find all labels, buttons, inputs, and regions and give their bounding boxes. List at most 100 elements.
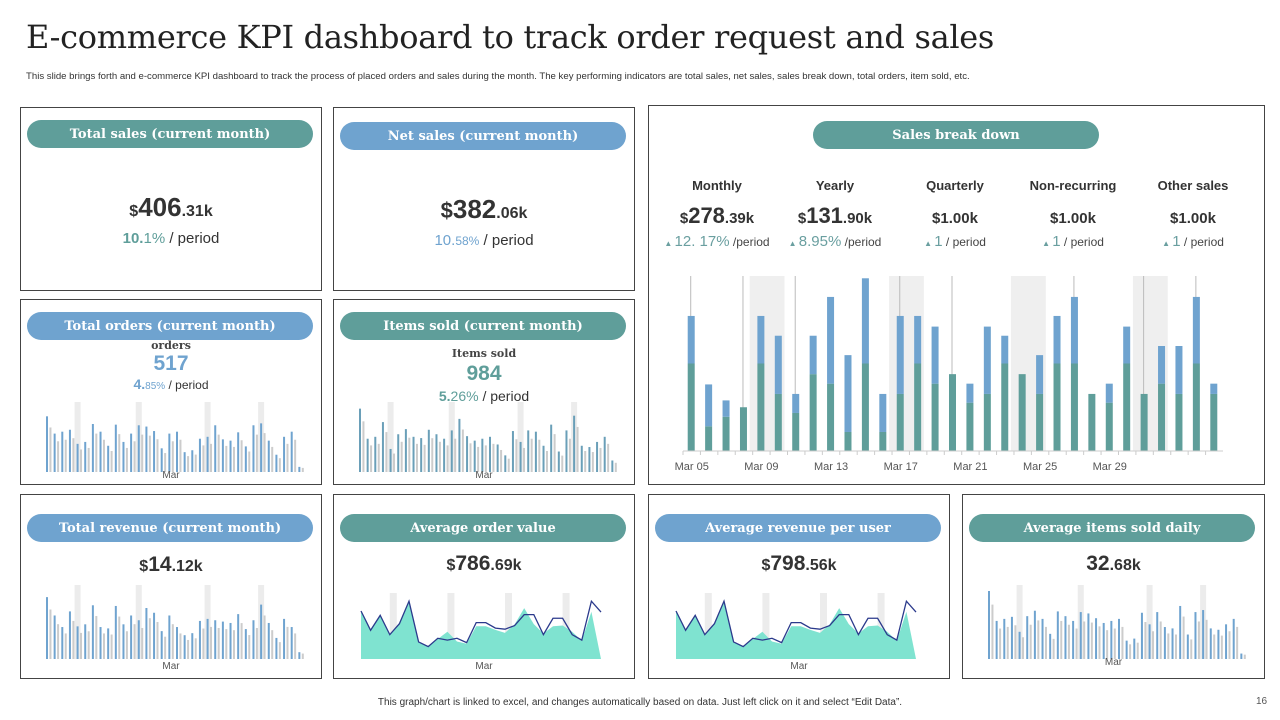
spark-bar bbox=[374, 436, 377, 472]
spark-bar bbox=[1010, 616, 1013, 659]
spark-bar-ghost bbox=[454, 438, 457, 472]
spark-bar bbox=[298, 466, 301, 472]
spark-bar bbox=[107, 628, 110, 659]
spark-bar-ghost bbox=[1159, 621, 1162, 659]
bar-segment-blue bbox=[1123, 326, 1131, 364]
spark-bar-ghost bbox=[492, 443, 495, 472]
spark-bar-ghost bbox=[202, 445, 205, 472]
triangle-up-icon: ▲ bbox=[1162, 239, 1173, 248]
spark-bar bbox=[99, 627, 102, 659]
spark-bar-ghost bbox=[1174, 634, 1177, 659]
spark-bar-ghost bbox=[1022, 637, 1025, 659]
spark-bar bbox=[298, 652, 301, 659]
spark-bar-ghost bbox=[64, 439, 67, 472]
spark-bar bbox=[99, 431, 102, 472]
spark-bar bbox=[473, 440, 476, 472]
spark-bar-ghost bbox=[545, 451, 548, 472]
highlight-band bbox=[762, 593, 770, 659]
spark-bar bbox=[168, 433, 171, 472]
spark-bar bbox=[550, 424, 553, 472]
bar-segment-green bbox=[1018, 374, 1026, 451]
spark-bar-ghost bbox=[1152, 631, 1155, 659]
spark-bar-ghost bbox=[1182, 616, 1185, 659]
bar-segment-blue bbox=[914, 315, 922, 364]
spark-bar bbox=[1018, 631, 1021, 659]
items-sparkline bbox=[359, 402, 617, 472]
highlight-band bbox=[387, 402, 394, 472]
spark-bar bbox=[596, 441, 599, 472]
avg-revenue-header: Average revenue per user bbox=[655, 514, 941, 542]
bar-segment-blue bbox=[983, 326, 991, 394]
avg-items-sparkline bbox=[988, 585, 1246, 659]
spark-bar-ghost bbox=[599, 447, 602, 472]
highlight-band bbox=[74, 402, 81, 472]
spark-bar bbox=[137, 425, 140, 472]
spark-bar-ghost bbox=[202, 628, 205, 659]
spark-bar bbox=[61, 627, 64, 659]
spark-bar bbox=[229, 622, 232, 659]
avg-order-card: Average order value $786.69k Mar bbox=[333, 494, 635, 679]
spark-bar-ghost bbox=[301, 653, 304, 659]
axis-label: Mar bbox=[1104, 657, 1123, 668]
spark-bar bbox=[160, 448, 163, 472]
spark-bar-ghost bbox=[72, 620, 75, 659]
avg-order-value: $786.69k bbox=[446, 552, 522, 575]
spark-bar-ghost bbox=[125, 447, 128, 472]
bar-segment-green bbox=[896, 393, 904, 451]
net-sales-value: $382.06k bbox=[440, 194, 528, 224]
spark-bar-ghost bbox=[1243, 654, 1246, 659]
bar-segment-blue bbox=[1210, 383, 1218, 394]
spark-bar-ghost bbox=[263, 433, 266, 472]
spark-bar-ghost bbox=[1121, 626, 1124, 659]
spark-bar bbox=[1033, 610, 1036, 659]
spark-bar bbox=[565, 430, 568, 472]
spark-bar bbox=[389, 448, 392, 472]
spark-bar-ghost bbox=[393, 453, 396, 472]
spark-bar bbox=[237, 614, 240, 659]
highlight-band bbox=[74, 585, 81, 659]
spark-bar bbox=[412, 436, 415, 472]
spark-bar-ghost bbox=[561, 455, 564, 472]
spark-bar bbox=[481, 438, 484, 472]
spark-bar bbox=[1072, 620, 1075, 659]
spark-bar-ghost bbox=[148, 618, 151, 659]
avg-items-card: Average items sold daily 32.68k Mar bbox=[962, 494, 1265, 679]
bar-segment-green bbox=[1210, 393, 1218, 451]
bar-segment-green bbox=[844, 431, 852, 451]
total-sales-card: Total sales (current month) $406.31k 10.… bbox=[20, 107, 322, 291]
spark-bar bbox=[191, 450, 194, 472]
spark-bar bbox=[489, 436, 491, 472]
spark-bar-ghost bbox=[301, 467, 304, 472]
spark-bar bbox=[53, 615, 56, 659]
area-fill bbox=[361, 601, 601, 659]
spark-bar bbox=[290, 431, 293, 472]
spark-bar bbox=[252, 425, 255, 472]
bar-segment-green bbox=[739, 407, 747, 451]
spark-bar-ghost bbox=[553, 434, 556, 472]
bar-segment-blue bbox=[1036, 355, 1044, 394]
spark-bar-ghost bbox=[72, 438, 75, 472]
items-sold-value: 984 bbox=[466, 362, 502, 385]
spark-bar bbox=[221, 439, 224, 472]
spark-bar bbox=[557, 451, 560, 472]
spark-bar bbox=[260, 423, 263, 472]
spark-bar bbox=[145, 608, 148, 659]
spark-bar bbox=[168, 615, 171, 659]
spark-bar-ghost bbox=[57, 624, 60, 659]
spark-bar bbox=[130, 433, 133, 472]
spark-bar bbox=[1194, 612, 1197, 659]
spark-bar-ghost bbox=[1228, 631, 1231, 659]
spark-bar-ghost bbox=[377, 443, 380, 472]
spark-bar-ghost bbox=[370, 445, 373, 472]
bar-segment-blue bbox=[1158, 346, 1166, 384]
bar-segment-blue bbox=[1070, 296, 1078, 364]
spark-bar-ghost bbox=[95, 616, 98, 659]
breakdown-value: $1.00k bbox=[932, 210, 978, 227]
spark-bar-ghost bbox=[1090, 622, 1093, 659]
spark-bar bbox=[46, 416, 48, 472]
breakdown-label: Other sales bbox=[1157, 178, 1229, 193]
spark-bar bbox=[275, 637, 278, 659]
spark-bar bbox=[435, 434, 438, 472]
spark-bar-ghost bbox=[362, 421, 365, 472]
avg-revenue-value: $798.56k bbox=[761, 552, 837, 575]
